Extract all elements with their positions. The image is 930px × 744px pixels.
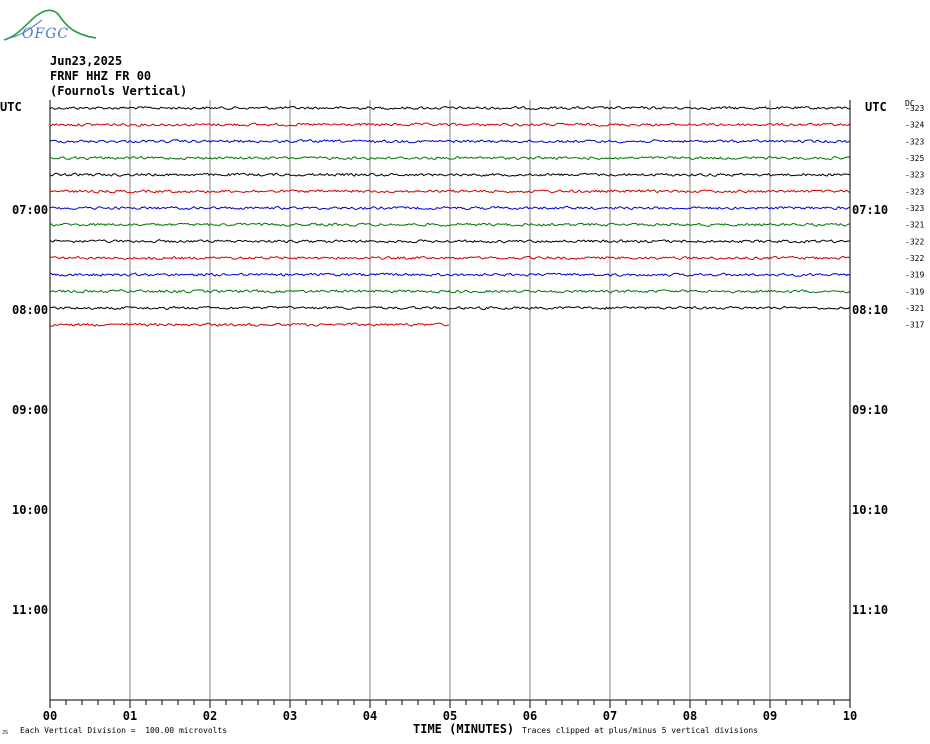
right-hour-label: 08:10 xyxy=(852,303,889,317)
trace-line xyxy=(49,205,850,211)
left-hour-label: 10:00 xyxy=(12,503,49,517)
clip-note: Traces clipped at plus/minus 5 vertical … xyxy=(522,726,759,735)
x-tick-label: 04 xyxy=(363,709,377,723)
dc-offset-label: -323 xyxy=(905,171,924,180)
left-hour-label: 11:00 xyxy=(12,603,49,617)
dc-offset-label: -324 xyxy=(905,121,924,130)
left-hour-label: 09:00 xyxy=(12,403,49,417)
right-hour-label: 07:10 xyxy=(852,203,889,217)
trace-line xyxy=(49,305,850,311)
right-utc-label: UTC xyxy=(865,100,887,114)
dc-offset-label: -325 xyxy=(905,154,924,163)
dc-offset-label: -323 xyxy=(905,187,924,196)
x-tick-label: 03 xyxy=(283,709,297,723)
division-note: Each Vertical Division = 100.00 microvol… xyxy=(20,726,228,735)
trace-line xyxy=(49,105,850,111)
dc-offset-label: -319 xyxy=(905,287,924,296)
dc-label: DC xyxy=(905,99,915,108)
x-tick-label: 05 xyxy=(443,709,457,723)
x-tick-label: 10 xyxy=(843,709,857,723)
left-hour-label: 08:00 xyxy=(12,303,49,317)
dc-offset-label: -321 xyxy=(905,304,924,313)
x-tick-label: 09 xyxy=(763,709,777,723)
trace-line xyxy=(49,255,850,261)
right-hour-label: 09:10 xyxy=(852,403,889,417)
trace-line xyxy=(49,239,850,244)
dc-offset-label: -321 xyxy=(905,221,924,230)
corner-mark: JS xyxy=(2,730,9,736)
left-utc-label: UTC xyxy=(0,100,22,114)
dc-offset-label: -322 xyxy=(905,254,924,263)
trace-line xyxy=(49,289,850,294)
x-axis-title: TIME (MINUTES) xyxy=(413,722,515,736)
dc-offset-label: -323 xyxy=(905,104,924,113)
trace-line xyxy=(49,172,850,177)
logo-mountain-icon xyxy=(3,9,97,41)
logo: OFGC xyxy=(0,4,100,44)
x-tick-label: 07 xyxy=(603,709,617,723)
trace-line xyxy=(49,155,850,161)
dc-offset-label: -323 xyxy=(905,204,924,213)
header-date: Jun23,2025 xyxy=(50,54,123,68)
dc-offset-label: -317 xyxy=(905,321,924,330)
dc-offset-label: -322 xyxy=(905,237,924,246)
dc-offset-label: -323 xyxy=(905,137,924,146)
trace-line xyxy=(49,322,450,327)
header-station: FRNF HHZ FR 00 xyxy=(50,69,152,83)
trace-line xyxy=(49,122,850,127)
x-tick-label: 08 xyxy=(683,709,697,723)
dc-offset-label: -319 xyxy=(905,271,924,280)
header-location: (Fournols Vertical) xyxy=(50,84,188,98)
left-hour-label: 07:00 xyxy=(12,203,49,217)
x-tick-label: 06 xyxy=(523,709,537,723)
x-tick-label: 00 xyxy=(43,709,57,723)
trace-line xyxy=(49,272,850,277)
x-tick-label: 02 xyxy=(203,709,217,723)
trace-line xyxy=(49,189,850,194)
right-hour-label: 11:10 xyxy=(852,603,889,617)
trace-line xyxy=(49,139,850,144)
logo-text: OFGC xyxy=(22,26,70,42)
right-hour-label: 10:10 xyxy=(852,503,889,517)
x-tick-label: 01 xyxy=(123,709,137,723)
trace-line xyxy=(49,222,850,227)
